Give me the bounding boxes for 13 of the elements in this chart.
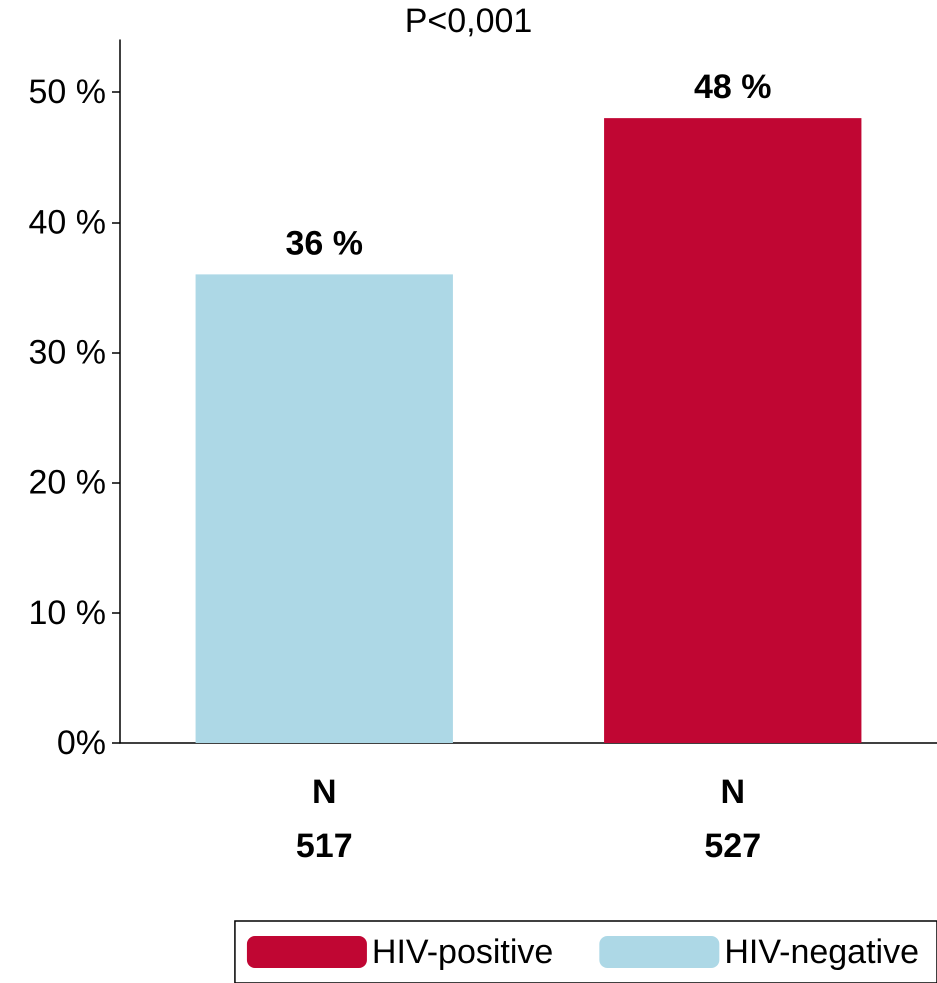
y-tick-label: 10 % [28, 594, 106, 632]
y-tick-label: 20 % [28, 464, 106, 502]
data-label: 36 % [286, 224, 363, 262]
x-tick-label: N 517 [296, 773, 353, 865]
y-tick-label: 40 % [28, 203, 106, 242]
legend-label: HIV-negative [724, 933, 919, 971]
text: P<0,001 [404, 2, 532, 40]
data-label: 48 % [694, 68, 772, 106]
y-tick-label: 30 % [28, 333, 106, 372]
x-tick-label: N 527 [704, 773, 762, 865]
y-tick-label: 0% [56, 724, 106, 762]
y-tick-label: 50 % [28, 73, 106, 112]
legend-label: HIV-positive [372, 933, 554, 971]
